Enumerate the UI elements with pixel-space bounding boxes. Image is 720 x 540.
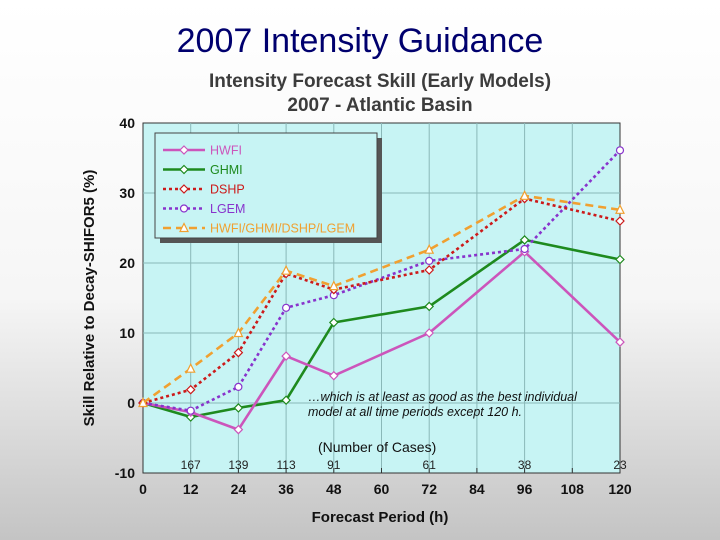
data-point bbox=[233, 347, 244, 358]
data-point bbox=[185, 362, 196, 373]
y-tick-label: 20 bbox=[119, 255, 135, 271]
data-point bbox=[615, 216, 625, 226]
x-tick-label: 48 bbox=[326, 481, 342, 497]
x-tick-label: 60 bbox=[374, 481, 390, 497]
y-tick-label: -10 bbox=[115, 465, 135, 481]
series-line-hwfi-ghmi-dshp-lgem bbox=[142, 194, 621, 405]
legend-marker bbox=[179, 222, 189, 233]
series-line-hwfi bbox=[142, 250, 621, 431]
y-tick-label: 0 bbox=[127, 395, 135, 411]
case-count-label: 139 bbox=[228, 458, 248, 472]
chart-title: Intensity Forecast Skill (Early Models) bbox=[209, 71, 551, 92]
case-counts: 167 139 113 91 61 38 23 bbox=[181, 458, 627, 472]
case-count-label: 38 bbox=[518, 458, 532, 472]
data-point bbox=[519, 189, 530, 200]
x-tick-label: 12 bbox=[183, 481, 199, 497]
data-point bbox=[424, 328, 435, 338]
y-tick-label: 10 bbox=[119, 325, 135, 341]
data-point bbox=[519, 235, 530, 245]
y-tick-label: 30 bbox=[119, 185, 135, 201]
case-count-label: 61 bbox=[423, 458, 437, 472]
data-point bbox=[615, 254, 625, 265]
data-point bbox=[615, 337, 625, 347]
series-lines bbox=[138, 146, 625, 435]
y-tick-labels: -10 0 10 20 30 40 bbox=[115, 115, 135, 481]
x-tick-label: 96 bbox=[517, 481, 533, 497]
data-point bbox=[424, 301, 435, 312]
data-point bbox=[425, 256, 434, 265]
x-tick-label: 84 bbox=[469, 481, 485, 497]
data-point bbox=[233, 424, 244, 435]
legend: HWFI GHMI DSHP LGEM HWFI/GHMI/DSHP/LGEM bbox=[154, 132, 382, 243]
data-point bbox=[282, 303, 291, 312]
case-count-label: 91 bbox=[327, 458, 341, 472]
x-axis-label: Forecast Period (h) bbox=[312, 509, 449, 526]
y-tick-label: 40 bbox=[119, 115, 135, 131]
legend-label: GHMI bbox=[210, 163, 243, 177]
series-line-lgem bbox=[142, 149, 621, 413]
series-hwfi-ghmi-dshp-lgem bbox=[138, 189, 625, 408]
annotation-line-1: …which is at least as good as the best i… bbox=[308, 390, 578, 404]
legend-label: LGEM bbox=[210, 202, 245, 216]
data-point bbox=[424, 243, 435, 254]
case-count-label: 167 bbox=[181, 458, 201, 472]
data-point bbox=[281, 351, 291, 361]
legend-label: HWFI/GHMI/DSHP/LGEM bbox=[210, 222, 355, 236]
data-point bbox=[424, 265, 435, 275]
y-axis-label: Skill Relative to Decay-SHIFOR5 (%) bbox=[81, 170, 98, 427]
chart-subtitle: 2007 - Atlantic Basin bbox=[287, 95, 472, 116]
x-tick-label: 24 bbox=[231, 481, 247, 497]
legend-marker bbox=[179, 184, 189, 194]
data-point bbox=[233, 327, 244, 338]
x-tick-label: 120 bbox=[608, 481, 632, 497]
x-tick-label: 0 bbox=[139, 481, 147, 497]
data-point bbox=[281, 395, 291, 406]
legend-entry-hwfi: HWFI bbox=[163, 144, 242, 158]
data-point bbox=[185, 412, 196, 422]
legend-marker bbox=[179, 164, 189, 175]
legend-marker bbox=[179, 145, 189, 155]
cases-label: (Number of Cases) bbox=[318, 439, 436, 455]
annotation-line-2: model at all time periods except 120 h. bbox=[308, 405, 522, 419]
legend-marker bbox=[179, 204, 189, 213]
data-point bbox=[615, 146, 625, 155]
x-tick-labels: 0 12 24 36 48 60 72 84 96 108 120 bbox=[139, 481, 632, 497]
legend-label: DSHP bbox=[210, 183, 245, 197]
data-point bbox=[234, 382, 243, 391]
data-point bbox=[520, 244, 529, 254]
legend-entry-lgem: LGEM bbox=[163, 202, 245, 216]
data-point bbox=[328, 317, 339, 328]
data-point bbox=[233, 403, 244, 413]
legend-entry-dshp: DSHP bbox=[163, 183, 245, 197]
data-point bbox=[615, 203, 625, 214]
legend-entry-ghmi: GHMI bbox=[163, 163, 243, 177]
data-point bbox=[185, 384, 196, 395]
legend-label: HWFI bbox=[210, 144, 242, 158]
case-count-label: 23 bbox=[613, 458, 627, 472]
data-point bbox=[328, 370, 339, 381]
data-point bbox=[281, 264, 292, 275]
x-tick-label: 72 bbox=[421, 481, 437, 497]
data-point bbox=[186, 406, 195, 415]
slide-title: 2007 Intensity Guidance bbox=[176, 22, 544, 60]
x-tick-label: 108 bbox=[561, 481, 585, 497]
x-tick-label: 36 bbox=[278, 481, 294, 497]
case-count-label: 113 bbox=[277, 458, 296, 472]
data-point bbox=[328, 280, 339, 291]
legend-entry-hwfi-ghmi-dshp-lgem: HWFI/GHMI/DSHP/LGEM bbox=[163, 222, 355, 236]
data-point bbox=[138, 397, 148, 408]
